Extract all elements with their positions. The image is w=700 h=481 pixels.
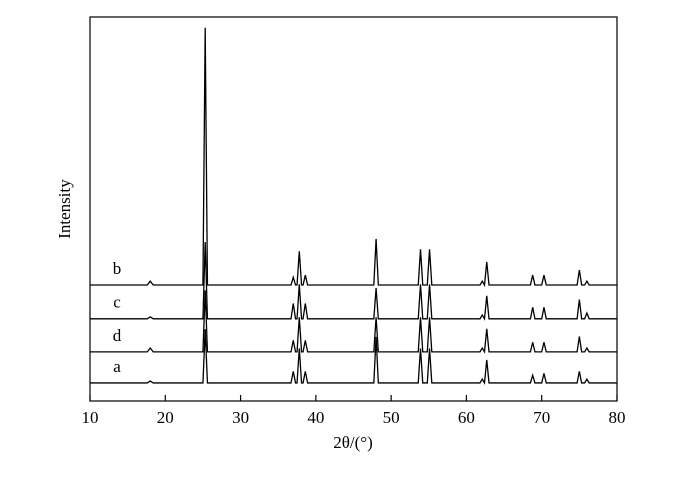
x-tick-label: 60 — [458, 408, 475, 427]
plot-area — [90, 27, 617, 385]
xrd-trace — [90, 290, 617, 354]
xrd-trace — [90, 242, 617, 321]
trace-label: c — [113, 293, 121, 312]
x-axis-label: 2θ/(°) — [333, 433, 373, 452]
trace-label: a — [113, 357, 121, 376]
x-tick-label: 40 — [307, 408, 324, 427]
trace-label: b — [113, 259, 122, 278]
x-tick-label: 10 — [82, 408, 99, 427]
x-tick-label: 80 — [609, 408, 626, 427]
x-tick-label: 50 — [383, 408, 400, 427]
plot-frame — [89, 16, 618, 402]
xrd-trace — [90, 329, 617, 385]
xrd-trace — [90, 27, 617, 288]
y-axis-label: Intensity — [55, 179, 74, 239]
x-tick-label: 20 — [157, 408, 174, 427]
trace-label: d — [113, 326, 122, 345]
x-tick-label: 70 — [533, 408, 550, 427]
x-tick-label: 30 — [232, 408, 249, 427]
